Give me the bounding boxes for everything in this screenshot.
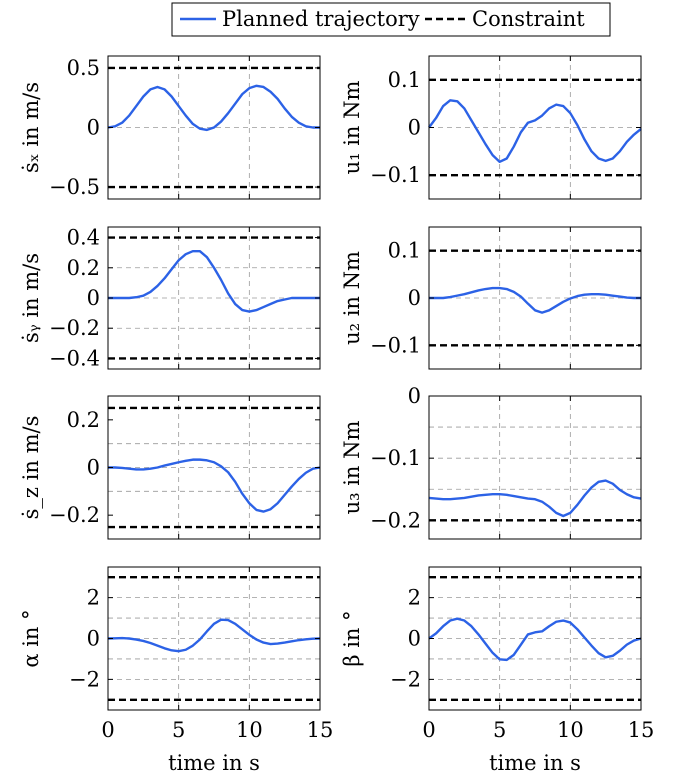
- legend-constraint-label: Constraint: [472, 7, 585, 31]
- y-tick-label: 0: [408, 384, 421, 408]
- panel-5: −0.2 0 0.2 ṡ_z in m/s: [19, 395, 321, 540]
- x-tick-label: 10: [557, 718, 584, 742]
- x-axis-label: time in s: [168, 751, 260, 775]
- panel-7: −2 0 2 α in ° 0 5 10 15 time in s: [19, 566, 334, 775]
- panel-2: −0.1 0 0.1 u₁ in Nm: [340, 55, 642, 200]
- series-line-planned-trajectory: [428, 479, 642, 518]
- x-tick-label: 0: [422, 718, 435, 742]
- y-tick-label: −0.1: [370, 446, 421, 470]
- x-tick-label: 15: [628, 718, 655, 742]
- y-tick-label: −0.5: [49, 175, 100, 199]
- series-line-planned-trajectory: [108, 249, 320, 313]
- legend-trajectory-label: Planned trajectory: [222, 7, 420, 31]
- y-axis-label: α in °: [19, 609, 43, 667]
- y-tick-label: 0: [87, 456, 100, 480]
- y-axis-label: u₁ in Nm: [340, 81, 364, 175]
- y-tick-label: 0: [408, 286, 421, 310]
- y-axis-label: u₂ in Nm: [340, 251, 364, 345]
- y-tick-label: −0.2: [370, 508, 421, 532]
- panel-3: −0.4 −0.2 0 0.2 0.4 ṡᵧ in m/s: [19, 226, 321, 370]
- y-tick-label: 0: [408, 627, 421, 651]
- y-tick-label: 0: [87, 116, 100, 140]
- x-tick-label: 15: [307, 718, 334, 742]
- series-line-planned-trajectory: [428, 99, 642, 164]
- panel-1: −0.5 0 0.5 ṡₓ in m/s: [19, 55, 321, 200]
- y-tick-label: −2: [390, 667, 421, 691]
- x-axis-label: time in s: [489, 751, 581, 775]
- series-line-planned-trajectory: [108, 458, 321, 513]
- series-line-planned-trajectory: [107, 84, 320, 132]
- y-tick-label: 0: [87, 627, 100, 651]
- series-line-planned-trajectory: [107, 618, 321, 653]
- y-tick-label: 0.1: [388, 68, 421, 92]
- y-tick-label: 0.1: [388, 239, 421, 263]
- y-tick-label: 0.5: [67, 56, 100, 80]
- y-tick-label: −0.2: [49, 316, 100, 340]
- legend-box: [171, 2, 611, 37]
- y-axis-label: ṡᵧ in m/s: [19, 253, 43, 343]
- y-tick-label: −0.4: [49, 346, 100, 370]
- legend: Planned trajectory Constraint: [171, 2, 611, 37]
- panel-8: −2 0 2 β in ° 0 5 10 15 time in s: [340, 566, 655, 775]
- x-tick-label: 5: [172, 718, 185, 742]
- y-tick-label: −2: [69, 667, 100, 691]
- series-line-planned-trajectory: [429, 286, 641, 314]
- y-tick-label: 0: [87, 286, 100, 310]
- y-tick-label: −0.1: [370, 333, 421, 357]
- x-tick-label: 5: [493, 718, 506, 742]
- y-tick-label: 0: [408, 116, 421, 140]
- y-axis-label: β in °: [340, 610, 364, 666]
- panel-4: −0.1 0 0.1 u₂ in Nm: [340, 226, 642, 370]
- y-axis-label: u₃ in Nm: [340, 421, 364, 515]
- y-axis-label: ṡₓ in m/s: [19, 82, 43, 173]
- y-axis-label: ṡ_z in m/s: [19, 416, 43, 520]
- y-tick-label: 2: [87, 586, 100, 610]
- y-tick-label: −0.2: [49, 503, 100, 527]
- y-tick-label: 0.4: [67, 226, 100, 250]
- panel-6: −0.2 −0.1 0 u₃ in Nm: [340, 384, 642, 540]
- y-tick-label: 0.2: [67, 408, 100, 432]
- x-tick-label: 10: [236, 718, 263, 742]
- y-tick-label: 0.2: [67, 256, 100, 280]
- series-line-planned-trajectory: [428, 617, 642, 662]
- y-tick-label: 2: [408, 586, 421, 610]
- axes-frame: [428, 395, 642, 540]
- x-tick-label: 0: [101, 718, 114, 742]
- y-tick-label: −0.1: [370, 163, 421, 187]
